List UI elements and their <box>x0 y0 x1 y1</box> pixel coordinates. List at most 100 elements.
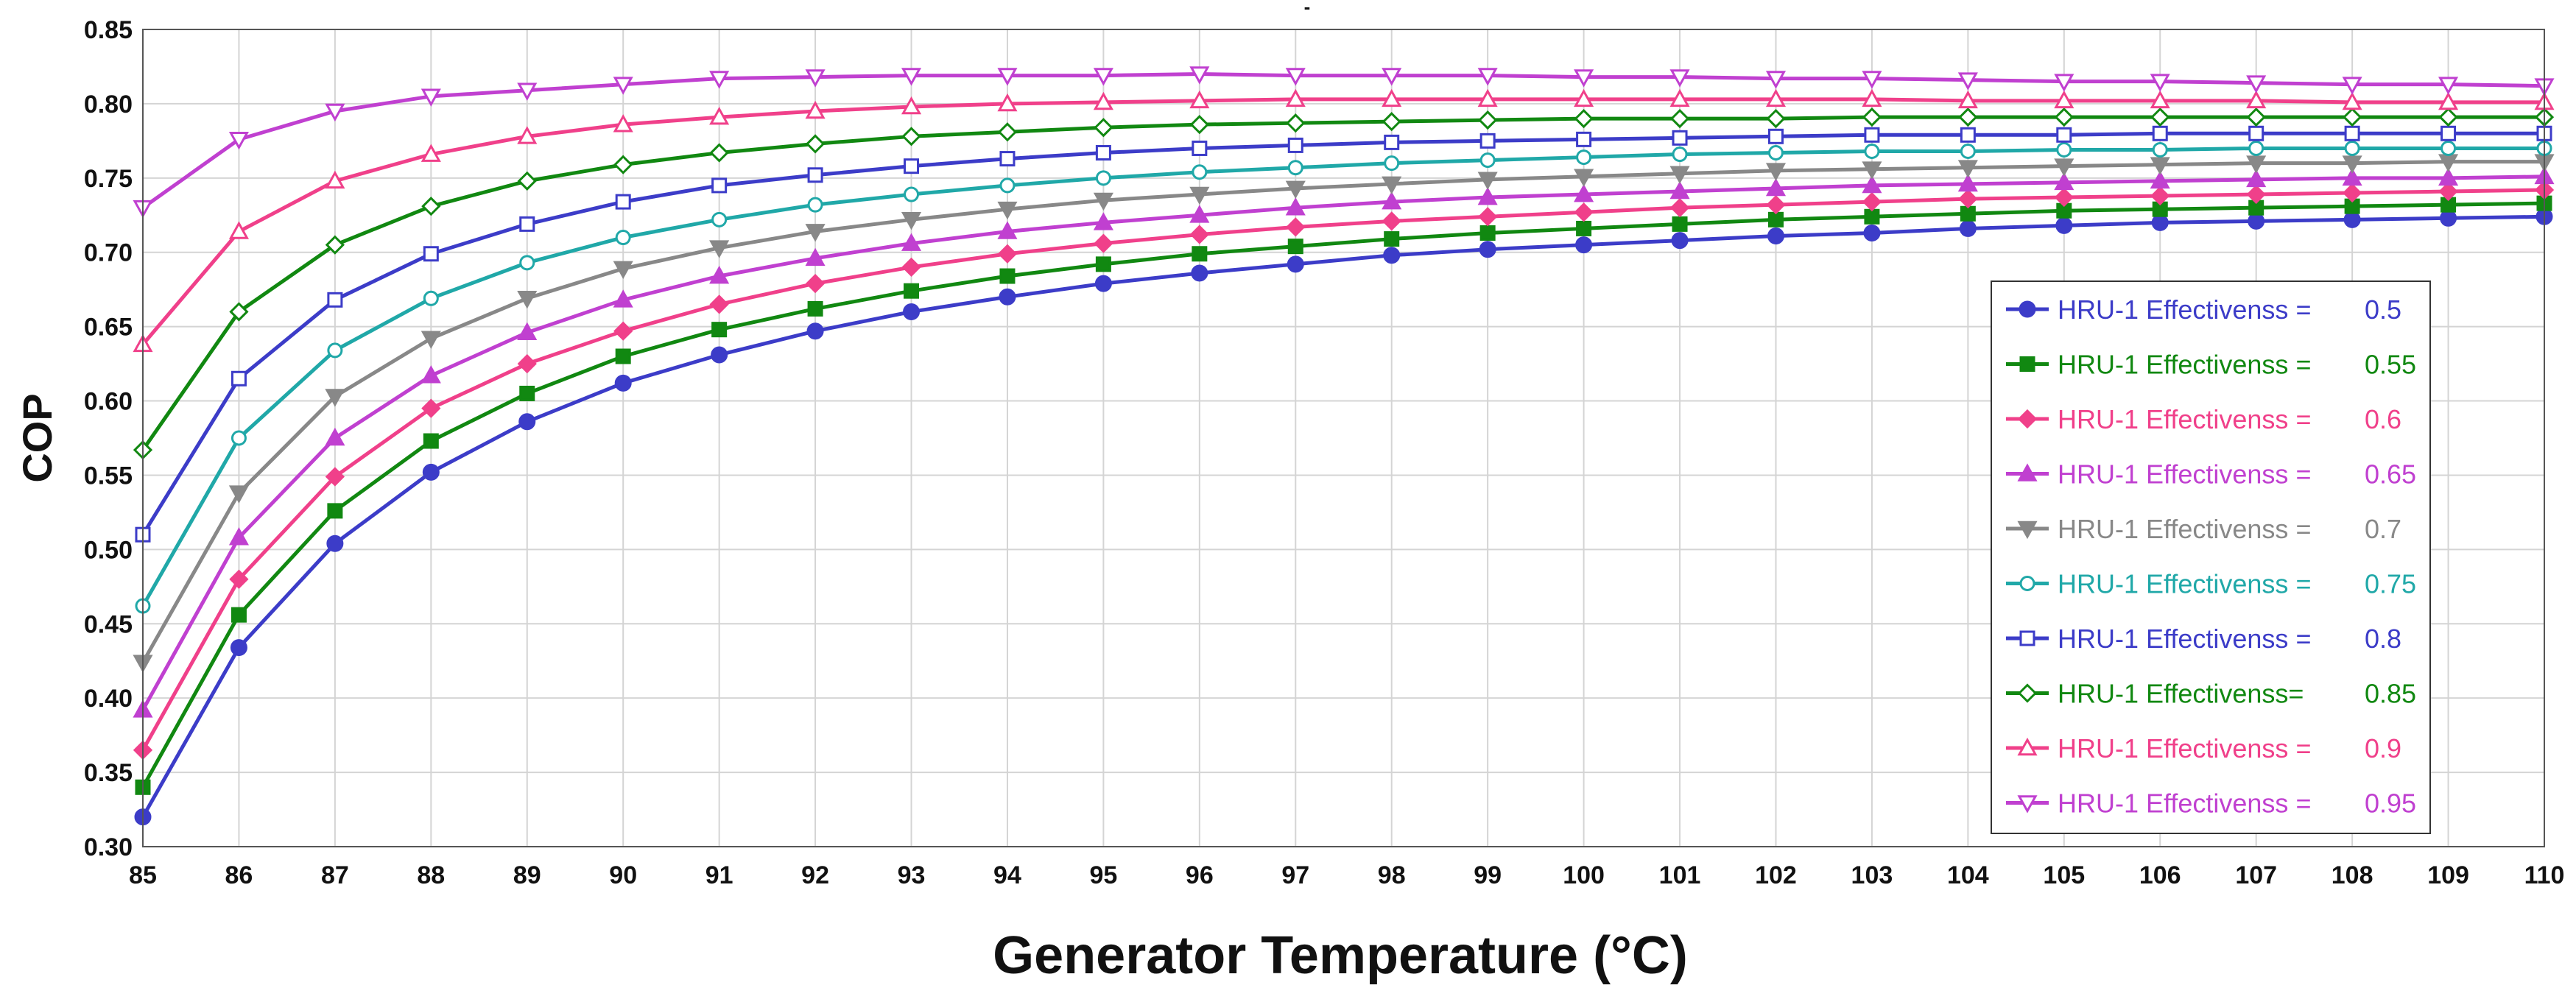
data-point <box>1576 220 1592 236</box>
data-point <box>999 288 1016 306</box>
x-tick-label: 86 <box>225 861 253 889</box>
legend-entry: HRU-1 Effectivenss = 0.95 <box>2006 788 2416 819</box>
data-point <box>1864 208 1880 225</box>
legend-label: HRU-1 Effectivenss = <box>2058 514 2311 544</box>
data-point <box>1864 143 1880 159</box>
data-point <box>2343 211 2361 228</box>
data-point <box>1287 160 1303 176</box>
series-9 <box>133 66 2555 219</box>
series-4 <box>133 154 2555 673</box>
legend-box <box>1991 281 2431 834</box>
data-point <box>904 186 920 202</box>
data-point <box>613 289 633 308</box>
legend-entry: HRU-1 Effectivenss= 0.85 <box>2006 679 2416 709</box>
data-point <box>1767 211 1784 227</box>
data-point <box>1189 115 1209 135</box>
data-point <box>1479 225 1496 241</box>
data-point <box>1382 211 1401 231</box>
legend-value: 0.7 <box>2365 514 2401 544</box>
data-point <box>1574 183 1594 202</box>
data-point <box>2150 170 2170 189</box>
series-1 <box>135 195 2552 795</box>
data-point <box>2055 216 2073 234</box>
data-point <box>2342 155 2362 174</box>
data-point <box>997 122 1018 142</box>
data-point <box>1574 108 1594 129</box>
series-line <box>141 174 2545 711</box>
series-8 <box>133 88 2555 353</box>
data-point <box>1574 88 1594 107</box>
data-point <box>2152 141 2168 158</box>
data-point <box>518 413 536 431</box>
x-tick-label: 97 <box>1281 861 1309 889</box>
data-point <box>1095 145 1111 161</box>
legend-entry: HRU-1 Effectivenss = 0.9 <box>2006 733 2401 763</box>
data-point <box>1767 145 1784 161</box>
data-point <box>2248 125 2264 141</box>
data-point <box>807 197 823 213</box>
data-point <box>2342 77 2362 95</box>
data-point <box>327 503 343 519</box>
data-point <box>904 283 920 299</box>
x-tick-label: 95 <box>1089 861 1117 889</box>
data-point <box>1671 232 1689 250</box>
data-point <box>2342 91 2362 110</box>
data-point <box>1672 147 1688 163</box>
legend-label: HRU-1 Effectivenss = <box>2058 788 2311 819</box>
y-tick-label: 0.40 <box>84 685 133 713</box>
x-tick-label: 93 <box>898 861 926 889</box>
data-point <box>709 143 729 163</box>
data-point <box>1957 160 1978 178</box>
data-point <box>2246 155 2267 174</box>
data-point <box>1094 233 1113 253</box>
data-point <box>327 342 343 359</box>
data-point <box>2344 140 2360 156</box>
x-tick-label: 91 <box>705 861 733 889</box>
y-axis-title: COP <box>14 393 60 482</box>
data-point <box>1765 163 1787 181</box>
x-tick-label: 104 <box>1947 861 1989 889</box>
data-point <box>2246 75 2267 94</box>
data-point <box>1094 118 1113 138</box>
data-point <box>805 69 826 88</box>
data-point <box>1189 225 1209 244</box>
legend-label: HRU-1 Effectivenss= <box>2058 679 2304 709</box>
data-point <box>2054 187 2074 208</box>
y-tick-label: 0.30 <box>84 833 133 861</box>
y-tick-label: 0.35 <box>84 759 133 787</box>
data-point <box>1285 68 1306 86</box>
axes-group: 85 86 87 88 89 90 91 92 93 94 95 96 97 98 99 100 101 102 1… <box>84 16 2565 889</box>
series-line <box>141 160 2544 663</box>
data-point <box>423 290 439 306</box>
data-point <box>807 167 823 183</box>
data-point <box>519 255 535 271</box>
data-point <box>613 77 633 95</box>
data-point <box>2342 183 2362 203</box>
data-point <box>1669 198 1690 218</box>
y-tick-label: 0.85 <box>84 16 133 44</box>
data-point <box>420 144 441 162</box>
data-point <box>615 348 631 364</box>
data-point <box>1862 161 1882 180</box>
data-point <box>1477 186 1498 205</box>
y-tick-label: 0.75 <box>84 165 133 193</box>
data-point <box>1093 212 1113 230</box>
legend: HRU-1 Effectivenss = 0.5 HRU-1 Effectivens… <box>1991 281 2431 834</box>
data-point <box>2150 107 2170 127</box>
legend-entry: HRU-1 Effectivenss = 0.7 <box>2006 514 2401 544</box>
data-point <box>230 430 247 446</box>
data-point <box>228 132 249 150</box>
data-point <box>325 235 345 255</box>
data-point <box>230 607 247 623</box>
data-point <box>1669 69 1690 88</box>
x-tick-label: 92 <box>801 861 829 889</box>
data-point <box>2150 90 2170 109</box>
data-point <box>1669 180 1690 200</box>
data-point <box>613 261 633 280</box>
series-2 <box>133 180 2555 760</box>
legend-value: 0.9 <box>2365 733 2401 763</box>
data-point <box>1574 69 1594 88</box>
data-point <box>325 467 345 487</box>
legend-label: HRU-1 Effectivenss = <box>2058 733 2311 763</box>
legend-entry: HRU-1 Effectivenss = 0.5 <box>2006 294 2401 325</box>
